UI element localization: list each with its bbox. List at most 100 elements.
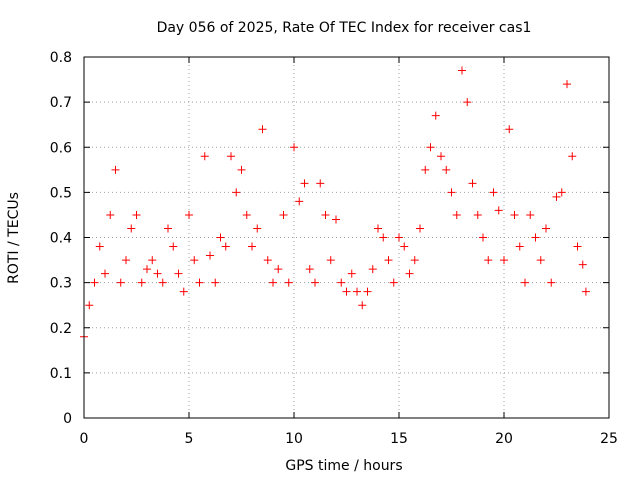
data-point (542, 224, 550, 233)
data-point (581, 287, 590, 296)
data-point (221, 242, 230, 251)
data-point (431, 111, 440, 120)
grid-lines (84, 57, 609, 418)
data-point (164, 224, 172, 233)
x-tick-label: 15 (390, 431, 408, 447)
data-point (573, 242, 582, 251)
data-point (279, 210, 288, 219)
data-point (284, 278, 293, 287)
data-point (500, 256, 508, 265)
data-point (248, 242, 256, 251)
y-tick-label: 0.8 (50, 50, 72, 66)
plot-frame (83, 56, 610, 419)
y-tick-label: 0.4 (50, 231, 72, 247)
data-point (479, 233, 487, 242)
data-point (153, 269, 162, 278)
data-point (300, 179, 309, 188)
data-point (563, 80, 571, 89)
data-point (437, 152, 445, 161)
data-point (326, 256, 335, 265)
data-point (169, 242, 178, 251)
data-point (468, 179, 477, 188)
x-tick-labels: 0 5 10 15 20 25 (80, 431, 618, 447)
data-point (321, 210, 330, 219)
data-point (421, 165, 430, 174)
data-point (116, 278, 125, 287)
x-tick-label: 25 (600, 431, 618, 447)
x-tick-label: 0 (80, 431, 89, 447)
data-point (463, 98, 472, 107)
axis-ticks (83, 56, 610, 419)
data-point (258, 125, 267, 134)
data-point (379, 233, 388, 242)
y-tick-label: 0 (63, 411, 72, 427)
data-point (95, 242, 104, 251)
data-point (337, 278, 346, 287)
data-point (526, 210, 535, 219)
data-point (227, 152, 235, 161)
data-point (269, 278, 277, 287)
data-point (211, 278, 220, 287)
data-point (274, 265, 283, 274)
data-point (132, 210, 141, 219)
data-point (547, 278, 556, 287)
data-point (384, 256, 393, 265)
data-point (494, 206, 503, 215)
data-point (389, 278, 398, 287)
data-point (353, 287, 361, 296)
data-point (290, 143, 298, 152)
data-point (185, 210, 193, 219)
data-point (536, 256, 545, 265)
data-point (137, 278, 146, 287)
data-point (568, 152, 577, 161)
data-point (447, 188, 456, 197)
data-point (521, 278, 529, 287)
data-point (552, 192, 561, 201)
y-tick-label: 0.6 (50, 140, 72, 156)
data-point (452, 210, 461, 219)
data-point (515, 242, 524, 251)
data-point (363, 287, 372, 296)
data-point (158, 278, 167, 287)
data-point (127, 224, 136, 233)
data-point (426, 143, 435, 152)
data-point (374, 224, 382, 233)
data-point (206, 251, 214, 260)
y-tick-label: 0.1 (50, 366, 72, 382)
data-point (442, 165, 451, 174)
data-point (473, 210, 482, 219)
x-tick-label: 5 (185, 431, 194, 447)
data-point (148, 256, 157, 265)
data-point (400, 242, 409, 251)
data-point (358, 301, 367, 310)
data-point (232, 188, 241, 197)
data-point (410, 256, 419, 265)
data-point (395, 233, 403, 242)
data-point (510, 210, 519, 219)
data-point (505, 125, 514, 134)
data-point (368, 265, 377, 274)
y-tick-label: 0.7 (50, 95, 72, 111)
data-point (143, 265, 151, 274)
data-point (179, 287, 188, 296)
data-point (263, 256, 272, 265)
x-tick-label: 20 (495, 431, 513, 447)
y-tick-label: 0.3 (50, 276, 72, 292)
data-point (295, 197, 304, 206)
data-point (200, 152, 209, 161)
data-point (111, 165, 120, 174)
data-point (405, 269, 414, 278)
data-point (458, 66, 466, 75)
y-tick-labels: 0 0.1 0.2 0.3 0.4 0.5 0.6 0.7 0.8 (50, 50, 72, 427)
data-point (106, 210, 115, 219)
data-point (311, 278, 319, 287)
data-point (242, 210, 251, 219)
x-axis-label: GPS time / hours (285, 458, 402, 474)
data-point (237, 165, 246, 174)
y-axis-label: ROTI / TECUs (6, 192, 22, 284)
data-point (489, 188, 498, 197)
data-point (122, 256, 130, 265)
data-point (101, 269, 109, 278)
data-point (342, 287, 351, 296)
data-point (85, 301, 94, 310)
